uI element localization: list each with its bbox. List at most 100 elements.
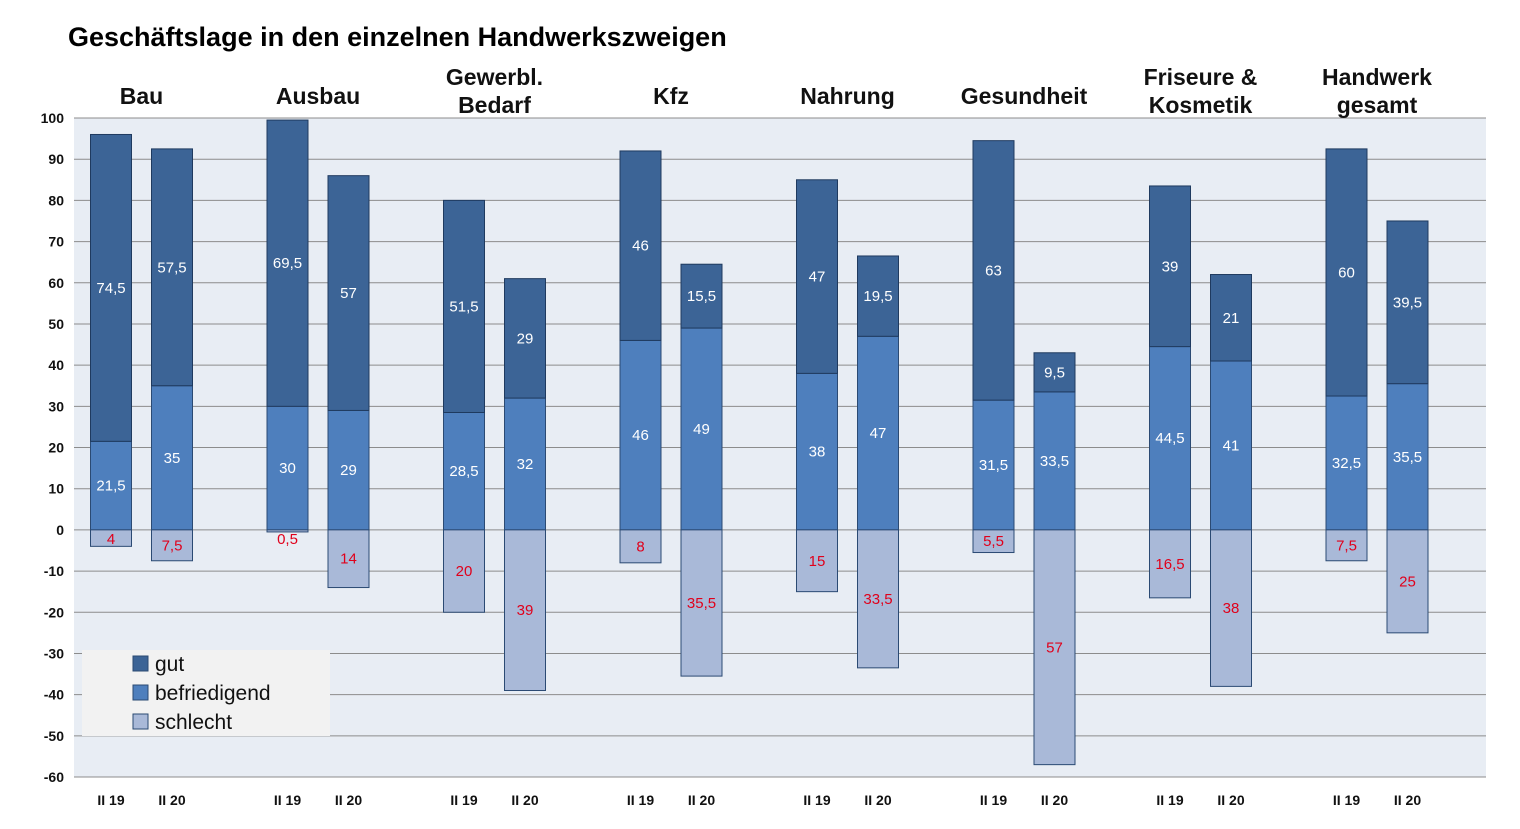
bar-befriedigend	[266, 405, 309, 531]
data-label-befriedigend: 32,5	[1332, 455, 1361, 472]
bar-befriedigend	[1386, 383, 1429, 531]
x-tick-label: II 19	[1156, 792, 1183, 808]
y-tick-label: 50	[48, 316, 64, 332]
bar-schlecht	[680, 529, 723, 677]
y-tick-label: 100	[41, 110, 65, 126]
data-label-befriedigend: 21,5	[96, 478, 125, 495]
y-tick-label: 30	[48, 398, 64, 414]
bar-schlecht	[796, 529, 838, 593]
data-label-gut: 39,5	[1393, 294, 1422, 311]
data-label-schlecht: 57	[1046, 639, 1063, 656]
x-tick-label: II 20	[1217, 792, 1244, 808]
x-tick-label: II 20	[1041, 792, 1068, 808]
x-tick-label: II 20	[688, 792, 715, 808]
group-label: Gewerbl.	[446, 64, 543, 90]
x-tick-label: II 20	[158, 792, 185, 808]
x-tick-label: II 19	[1333, 792, 1360, 808]
data-label-gut: 63	[985, 262, 1002, 279]
bar-befriedigend	[619, 339, 662, 531]
group-label: Kosmetik	[1149, 92, 1253, 118]
bar-gut	[1149, 185, 1191, 348]
data-label-schlecht: 15	[809, 553, 826, 570]
bar-gut	[151, 148, 193, 387]
legend-label: befriedigend	[155, 682, 271, 705]
bar-schlecht	[857, 529, 899, 669]
data-label-befriedigend: 44,5	[1155, 430, 1184, 447]
x-tick-label: II 19	[627, 792, 654, 808]
data-label-gut: 46	[632, 238, 649, 255]
group-label: Kfz	[653, 83, 689, 109]
group-label: Bau	[120, 83, 163, 109]
legend-swatch	[132, 655, 149, 672]
data-label-schlecht: 39	[517, 602, 534, 619]
bar-gut	[680, 263, 723, 329]
bar-schlecht	[327, 529, 370, 589]
x-tick-label: II 19	[97, 792, 124, 808]
data-label-schlecht: 5,5	[983, 533, 1004, 550]
y-tick-label: -20	[44, 604, 64, 620]
bar-gut	[266, 119, 309, 407]
data-label-gut: 39	[1162, 258, 1179, 275]
y-tick-label: -10	[44, 563, 64, 579]
data-label-gut: 19,5	[863, 288, 892, 305]
bar-gut	[619, 150, 662, 341]
data-label-schlecht: 4	[107, 531, 115, 548]
bar-schlecht	[266, 529, 309, 533]
bar-befriedigend	[90, 440, 132, 531]
data-label-befriedigend: 38	[809, 444, 826, 461]
bar-befriedigend	[857, 335, 899, 531]
group-label: Ausbau	[276, 83, 360, 109]
x-tick-label: II 20	[1394, 792, 1421, 808]
data-label-befriedigend: 30	[279, 460, 296, 477]
y-tick-label: -50	[44, 728, 64, 744]
data-label-befriedigend: 29	[340, 462, 357, 479]
y-tick-label: 90	[48, 151, 64, 167]
data-label-gut: 9,5	[1044, 364, 1065, 381]
data-label-befriedigend: 35,5	[1393, 449, 1422, 466]
y-tick-label: 20	[48, 440, 64, 456]
data-label-schlecht: 25	[1399, 573, 1416, 590]
y-tick-label: -60	[44, 769, 64, 785]
bar-schlecht	[972, 529, 1015, 554]
bar-gut	[90, 133, 132, 442]
bar-schlecht	[443, 529, 485, 613]
data-label-befriedigend: 47	[870, 425, 887, 442]
y-tick-label: 70	[48, 234, 64, 250]
y-tick-label: 60	[48, 275, 64, 291]
data-label-befriedigend: 49	[693, 421, 710, 438]
data-label-gut: 15,5	[687, 288, 716, 305]
bar-befriedigend	[443, 411, 485, 531]
x-tick-label: II 20	[335, 792, 362, 808]
bar-gut	[1325, 148, 1368, 397]
data-label-schlecht: 20	[456, 563, 473, 580]
x-tick-label: II 19	[274, 792, 301, 808]
data-label-befriedigend: 31,5	[979, 457, 1008, 474]
y-tick-label: -30	[44, 645, 64, 661]
group-label: Gesundheit	[961, 83, 1088, 109]
data-label-schlecht: 8	[636, 538, 644, 555]
bar-schlecht	[1325, 529, 1368, 562]
data-label-schlecht: 16,5	[1155, 556, 1184, 573]
x-tick-label: II 19	[450, 792, 477, 808]
data-label-gut: 74,5	[96, 280, 125, 297]
bar-befriedigend	[1033, 391, 1076, 531]
x-tick-label: II 20	[864, 792, 891, 808]
data-label-befriedigend: 33,5	[1040, 453, 1069, 470]
bar-gut	[443, 199, 485, 413]
x-tick-label: II 19	[980, 792, 1007, 808]
bar-gut	[327, 175, 370, 411]
bar-schlecht	[1033, 529, 1076, 766]
data-label-gut: 57	[340, 285, 357, 302]
bar-schlecht	[1386, 529, 1429, 634]
data-label-befriedigend: 28,5	[449, 463, 478, 480]
data-label-schlecht: 0,5	[277, 531, 298, 548]
bar-schlecht	[1149, 529, 1191, 599]
bar-gut	[857, 255, 899, 337]
bar-befriedigend	[151, 385, 193, 531]
group-label: gesamt	[1337, 92, 1418, 118]
bar-befriedigend	[1325, 395, 1368, 531]
bar-schlecht	[619, 529, 662, 564]
legend-label: gut	[155, 653, 184, 676]
